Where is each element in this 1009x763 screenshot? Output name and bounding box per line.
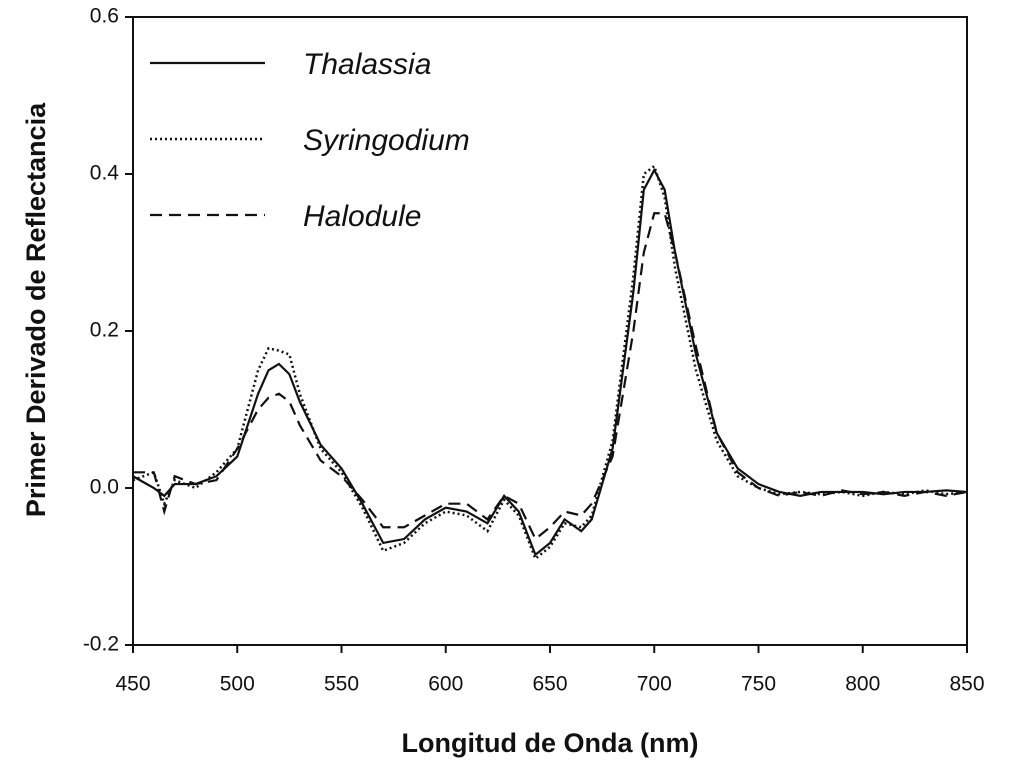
legend-label: Syringodium bbox=[303, 124, 470, 157]
x-tick-label: 650 bbox=[532, 673, 567, 696]
x-tick-label: 850 bbox=[949, 673, 984, 696]
x-tick-label: 450 bbox=[115, 673, 150, 696]
x-axis-label: Longitud de Onda (nm) bbox=[402, 728, 699, 758]
series-line bbox=[133, 212, 968, 541]
series-line bbox=[132, 164, 968, 561]
legend-label: Halodule bbox=[303, 200, 421, 233]
y-tick-label: 0.6 bbox=[90, 5, 119, 28]
y-tick-label: 0.4 bbox=[90, 162, 120, 185]
x-tick-label: 550 bbox=[324, 673, 359, 696]
y-axis-label: Primer Derivado de Reflectancia bbox=[21, 102, 51, 517]
x-tick-label: 800 bbox=[845, 673, 880, 696]
y-tick-label: -0.2 bbox=[83, 633, 119, 656]
x-tick-label: 500 bbox=[220, 673, 255, 696]
series-line bbox=[132, 167, 968, 557]
y-tick-label: 0.2 bbox=[90, 319, 119, 342]
x-tick-label: 600 bbox=[428, 673, 463, 696]
x-tick-label: 700 bbox=[637, 673, 672, 696]
legend-label: Thalassia bbox=[303, 48, 431, 81]
plot-frame bbox=[132, 16, 968, 646]
y-tick-label: 0.0 bbox=[90, 476, 119, 499]
x-tick-label: 750 bbox=[741, 673, 776, 696]
